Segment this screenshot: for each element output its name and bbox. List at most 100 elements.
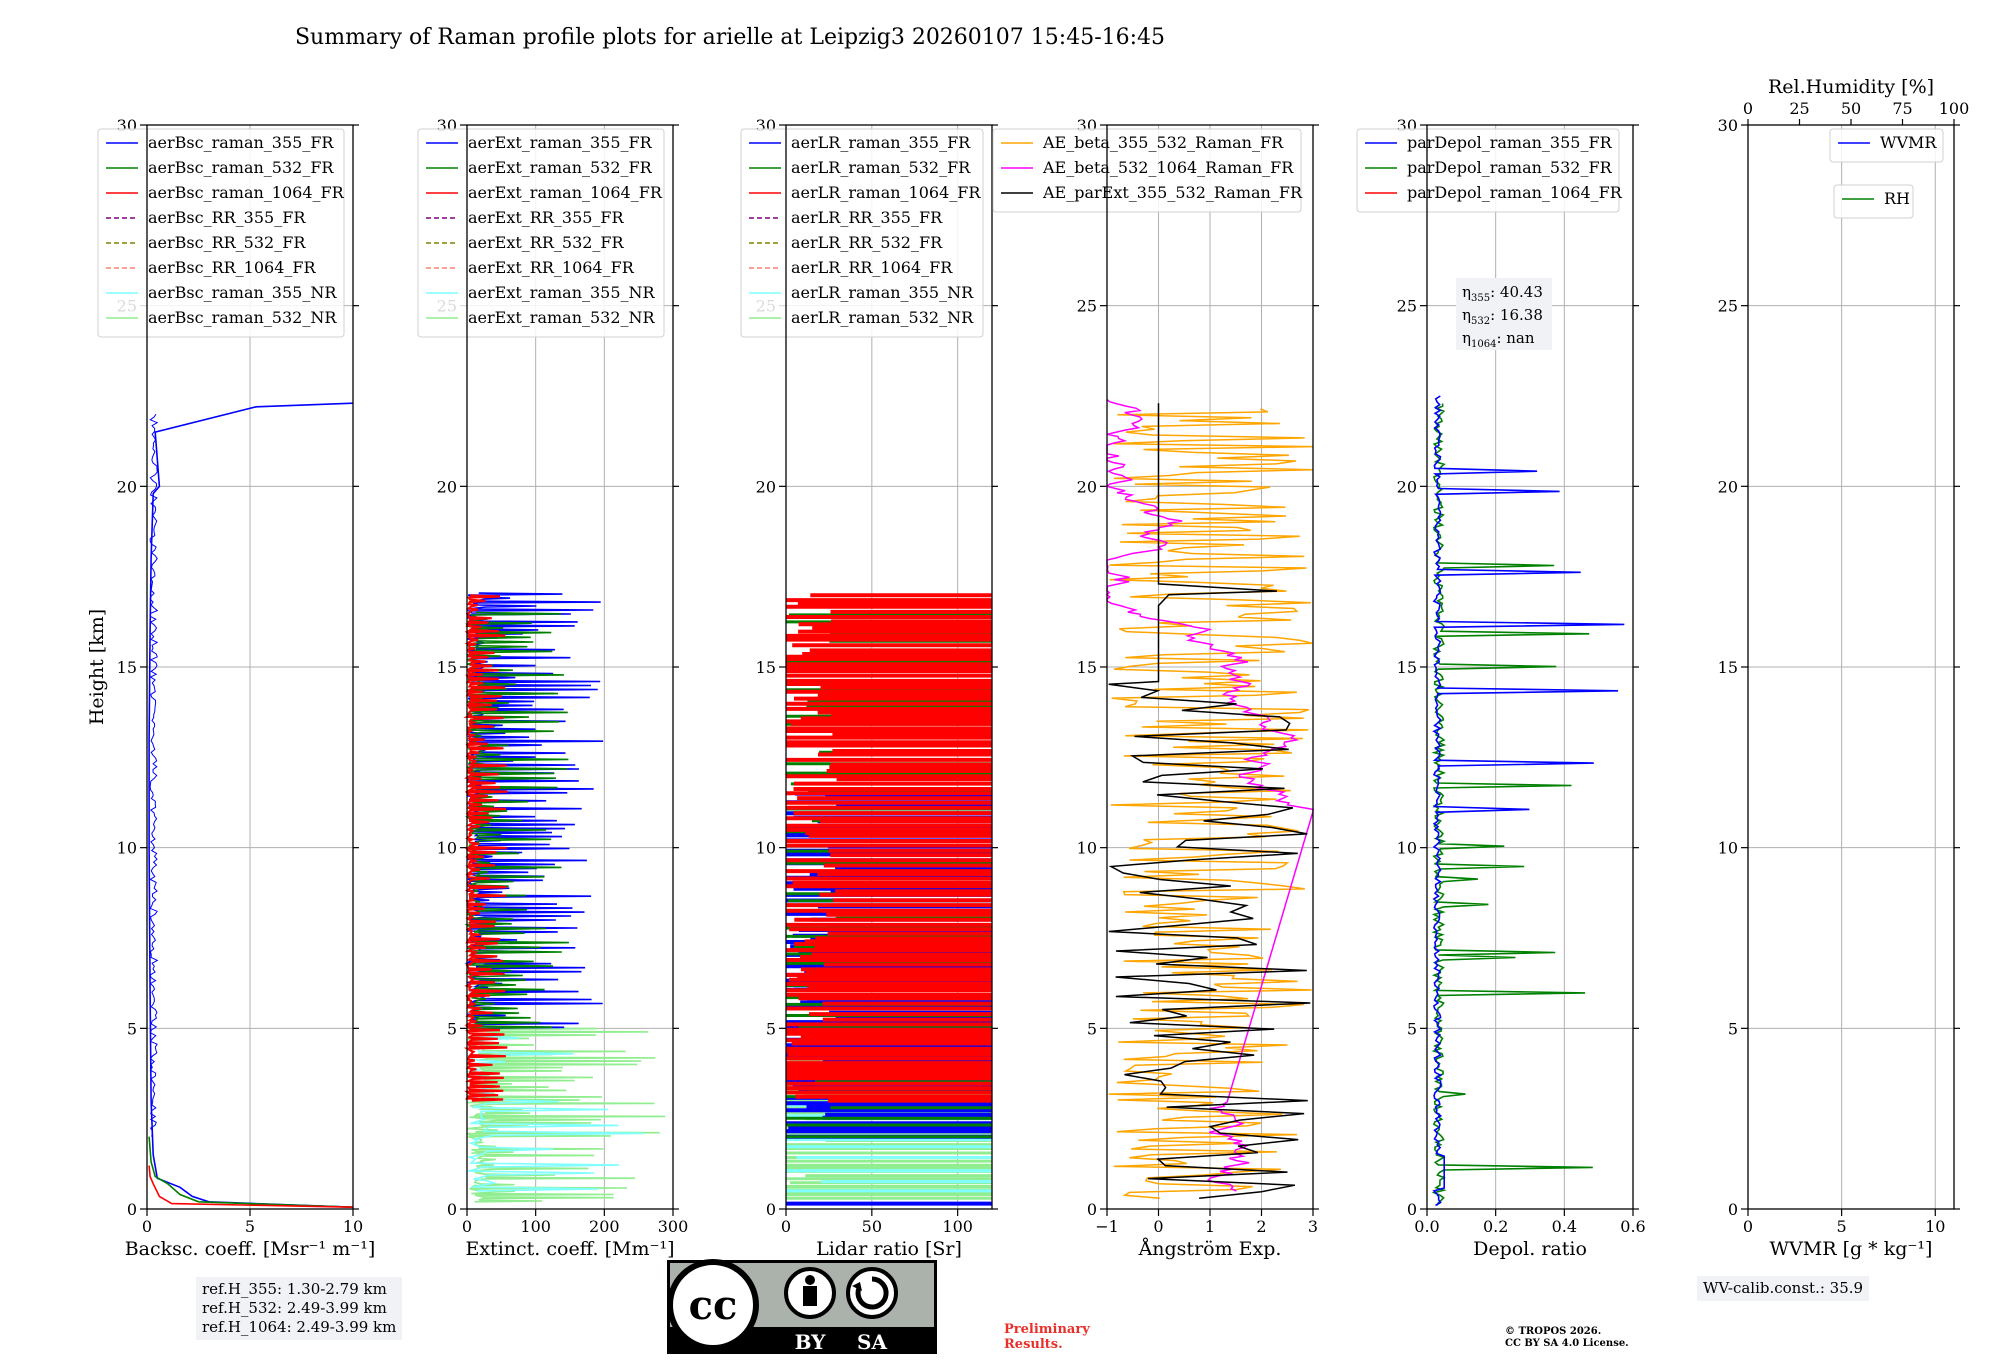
annotation-frame	[1456, 278, 1552, 350]
figure-title: Summary of Raman profile plots for ariel…	[295, 25, 1165, 50]
legend-entry: aerBsc_RR_1064_FR	[148, 258, 317, 277]
legend-frame	[740, 128, 984, 338]
legend-entry: aerExt_raman_355_FR	[468, 133, 653, 152]
ref-height-532: ref.H_532: 2.49-3.99 km	[202, 1299, 387, 1317]
legend-entry: aerExt_raman_1064_FR	[468, 183, 663, 202]
plot-frame	[1747, 124, 1955, 1210]
x-tick-label: 2	[1256, 1217, 1266, 1236]
y-tick-label: 20	[117, 477, 137, 496]
legend-frame	[1833, 184, 1914, 219]
y-tick-label: 0	[1087, 1200, 1097, 1219]
legend-entry: AE_beta_355_532_Raman_FR	[1042, 133, 1284, 152]
top-tick-label: 75	[1892, 99, 1912, 118]
copyright-note: © TROPOS 2026. CC BY SA 4.0 License.	[1505, 1326, 1629, 1350]
eta-355: η355: 40.43	[1462, 283, 1543, 304]
legend-entry: aerLR_RR_355_FR	[791, 208, 943, 227]
x-tick-label: 0	[1743, 1217, 1753, 1236]
legend-entry: AE_parExt_355_532_Raman_FR	[1042, 183, 1303, 202]
x-tick-label: 0	[142, 1217, 152, 1236]
y-tick-label: 30	[1718, 116, 1738, 135]
legend-frame	[1356, 128, 1620, 213]
series-aerBsc_raman_532_FR	[148, 1136, 354, 1208]
y-tick-label: 5	[766, 1019, 776, 1038]
legend-entry: parDepol_raman_355_FR	[1407, 133, 1613, 152]
legend-entry: aerExt_RR_355_FR	[468, 208, 625, 227]
x-tick-label: 0.2	[1483, 1217, 1508, 1236]
legend-entry: aerLR_RR_1064_FR	[791, 258, 953, 277]
legend-entry: aerExt_raman_532_FR	[468, 158, 653, 177]
plot-frame	[785, 124, 993, 1210]
legend-entry: aerExt_RR_1064_FR	[468, 258, 635, 277]
copyright-line-2: CC BY SA 4.0 License.	[1505, 1338, 1629, 1349]
reference-height-box: ref.H_355: 1.30-2.79 km ref.H_532: 2.49-…	[196, 1277, 403, 1340]
y-tick-label: 20	[1718, 477, 1738, 496]
preliminary-line-2: Results.	[1004, 1337, 1063, 1352]
y-axis-label: Height [km]	[86, 609, 108, 725]
ref-height-355: ref.H_355: 1.30-2.79 km	[202, 1280, 387, 1298]
legend-entry: parDepol_raman_1064_FR	[1407, 183, 1623, 202]
copyright-line-1: © TROPOS 2026.	[1505, 1326, 1602, 1337]
y-tick-label: 20	[1397, 477, 1417, 496]
x-tick-label: 100	[520, 1217, 551, 1236]
panel-lidar-ratio: 050100051015202530Lidar ratio [Sr]aerLR_…	[740, 116, 998, 1260]
legend-entry: aerBsc_RR_355_FR	[148, 208, 306, 227]
x-tick-label: 0	[1153, 1217, 1163, 1236]
y-tick-label: 5	[1407, 1019, 1417, 1038]
legend-depolarization: parDepol_raman_355_FR parDepol_raman_532_…	[1356, 128, 1623, 213]
legend-entry: aerLR_raman_532_NR	[791, 308, 974, 327]
x-tick-label: −1	[1095, 1217, 1119, 1236]
top-tick-label: 0	[1743, 99, 1753, 118]
plot-frame	[1426, 124, 1634, 1210]
x-axis-label: Backsc. coeff. [Msr⁻¹ m⁻¹]	[125, 1238, 376, 1260]
series-ext-1064-FR	[463, 594, 508, 1102]
y-tick-label: 25	[1397, 297, 1417, 316]
eta-1064: η1064: nan	[1462, 329, 1535, 350]
preliminary-note: Preliminary Results.	[1004, 1322, 1090, 1352]
series-ae-355-532	[1108, 408, 1313, 1199]
x-axis-label: Extinct. coeff. [Mm⁻¹]	[465, 1238, 674, 1260]
series-depol-355	[1432, 395, 1625, 1207]
legend-entry: aerBsc_raman_355_FR	[148, 133, 334, 152]
y-tick-label: 0	[1407, 1200, 1417, 1219]
y-tick-label: 25	[1077, 297, 1097, 316]
series-ext-355-NR	[465, 1035, 644, 1192]
x-tick-label: 50	[862, 1217, 882, 1236]
series-aerBsc_raman_355_FR	[148, 402, 354, 1208]
y-tick-label: 20	[1077, 477, 1097, 496]
y-tick-label: 20	[756, 477, 776, 496]
legend-backscatter: aerBsc_raman_355_FR aerBsc_raman_532_FRae…	[97, 128, 345, 338]
x-tick-label: 0.6	[1620, 1217, 1645, 1236]
y-tick-label: 10	[437, 839, 457, 858]
y-tick-label: 5	[1087, 1019, 1097, 1038]
y-tick-label: 15	[117, 658, 137, 677]
x-tick-label: 10	[343, 1217, 363, 1236]
x-tick-label: 0	[781, 1217, 791, 1236]
top-tick-label: 100	[1939, 99, 1970, 118]
legend-entry: aerBsc_raman_1064_FR	[148, 183, 345, 202]
cc-by-label: BY	[795, 1330, 827, 1354]
legend-wvmr: WVMR	[1829, 128, 1944, 163]
series-ae-parext	[1108, 403, 1311, 1199]
legend-entry: aerLR_raman_532_FR	[791, 158, 971, 177]
top-tick-label: 25	[1789, 99, 1809, 118]
wv-calib-const: WV-calib.const.: 35.9	[1703, 1279, 1864, 1297]
y-tick-label: 5	[127, 1019, 137, 1038]
legend-entry: aerExt_raman_355_NR	[468, 283, 656, 302]
x-tick-label: 200	[589, 1217, 620, 1236]
panel-backscatter: 0510051015202530Backsc. coeff. [Msr⁻¹ m⁻…	[86, 116, 375, 1260]
panel-extinction: 0100200300051015202530Extinct. coeff. [M…	[417, 116, 689, 1260]
legend-entry: WVMR	[1880, 133, 1937, 152]
x-tick-label: 0.4	[1552, 1217, 1577, 1236]
legend-frame	[97, 128, 345, 338]
legend-entry: aerLR_RR_532_FR	[791, 233, 943, 252]
legend-frame	[992, 128, 1302, 213]
y-tick-label: 10	[117, 839, 137, 858]
x-tick-label: 300	[658, 1217, 689, 1236]
cc-icon	[667, 1259, 759, 1351]
legend-entry: aerLR_raman_355_FR	[791, 133, 971, 152]
x-axis-label: Depol. ratio	[1473, 1238, 1587, 1260]
